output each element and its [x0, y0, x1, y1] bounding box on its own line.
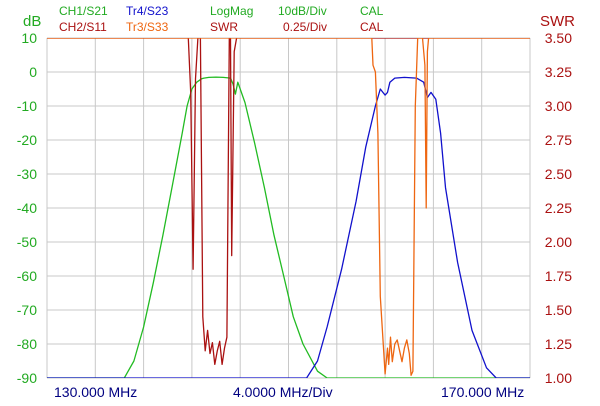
- left-tick-label: 10: [21, 30, 37, 46]
- right-tick-label: 2.50: [545, 166, 572, 182]
- header-tr3[interactable]: Tr3/S33: [126, 20, 169, 34]
- header-scale-swr: 0.25/Div: [283, 20, 328, 34]
- left-axis-ticks: 10 0 -10 -20 -30 -40 -50 -60 -70 -80 -90: [17, 30, 37, 386]
- trace-s11: [47, 38, 530, 366]
- right-tick-label: 2.00: [545, 234, 572, 250]
- header-cal-2: CAL: [360, 20, 384, 34]
- left-tick-label: -90: [17, 370, 37, 386]
- header-cal-1: CAL: [360, 4, 384, 18]
- right-tick-label: 3.50: [545, 30, 572, 46]
- header-tr4[interactable]: Tr4/S23: [126, 4, 169, 18]
- left-tick-label: -40: [17, 200, 37, 216]
- right-axis-unit: SWR: [540, 13, 575, 30]
- x-start-label: 130.000 MHz: [54, 384, 137, 400]
- header-format-swr: SWR: [210, 20, 238, 34]
- trace-s23: [47, 76, 530, 378]
- right-tick-label: 1.50: [545, 302, 572, 318]
- right-axis-ticks: 3.50 3.25 3.00 2.75 2.50 2.25 2.00 1.75 1.50 1.25…: [545, 30, 572, 386]
- trace-s21: [47, 76, 530, 378]
- x-stop-label: 170.000 MHz: [441, 384, 524, 400]
- left-tick-label: -60: [17, 268, 37, 284]
- left-tick-label: 0: [29, 64, 37, 80]
- right-tick-label: 3.25: [545, 64, 572, 80]
- left-tick-label: -30: [17, 166, 37, 182]
- x-div-label: 4.0000 MHz/Div: [233, 384, 333, 400]
- trace-s33: [47, 38, 530, 376]
- right-tick-label: 1.25: [545, 336, 572, 352]
- header-format-logmag: LogMag: [210, 4, 254, 18]
- right-tick-label: 2.25: [545, 200, 572, 216]
- left-tick-label: -50: [17, 234, 37, 250]
- right-tick-label: 1.00: [545, 370, 572, 386]
- header-ch1[interactable]: CH1/S21: [59, 4, 108, 18]
- traces: [47, 38, 530, 378]
- header-ch2[interactable]: CH2/S11: [59, 20, 107, 34]
- right-tick-label: 3.00: [545, 98, 572, 114]
- left-tick-label: -80: [17, 336, 37, 352]
- left-axis-unit: dB: [23, 13, 42, 30]
- left-tick-label: -20: [17, 132, 37, 148]
- right-tick-label: 1.75: [545, 268, 572, 284]
- header-scale-db: 10dB/Div: [278, 4, 327, 18]
- left-tick-label: -10: [17, 98, 37, 114]
- left-tick-label: -70: [17, 302, 37, 318]
- right-tick-label: 2.75: [545, 132, 572, 148]
